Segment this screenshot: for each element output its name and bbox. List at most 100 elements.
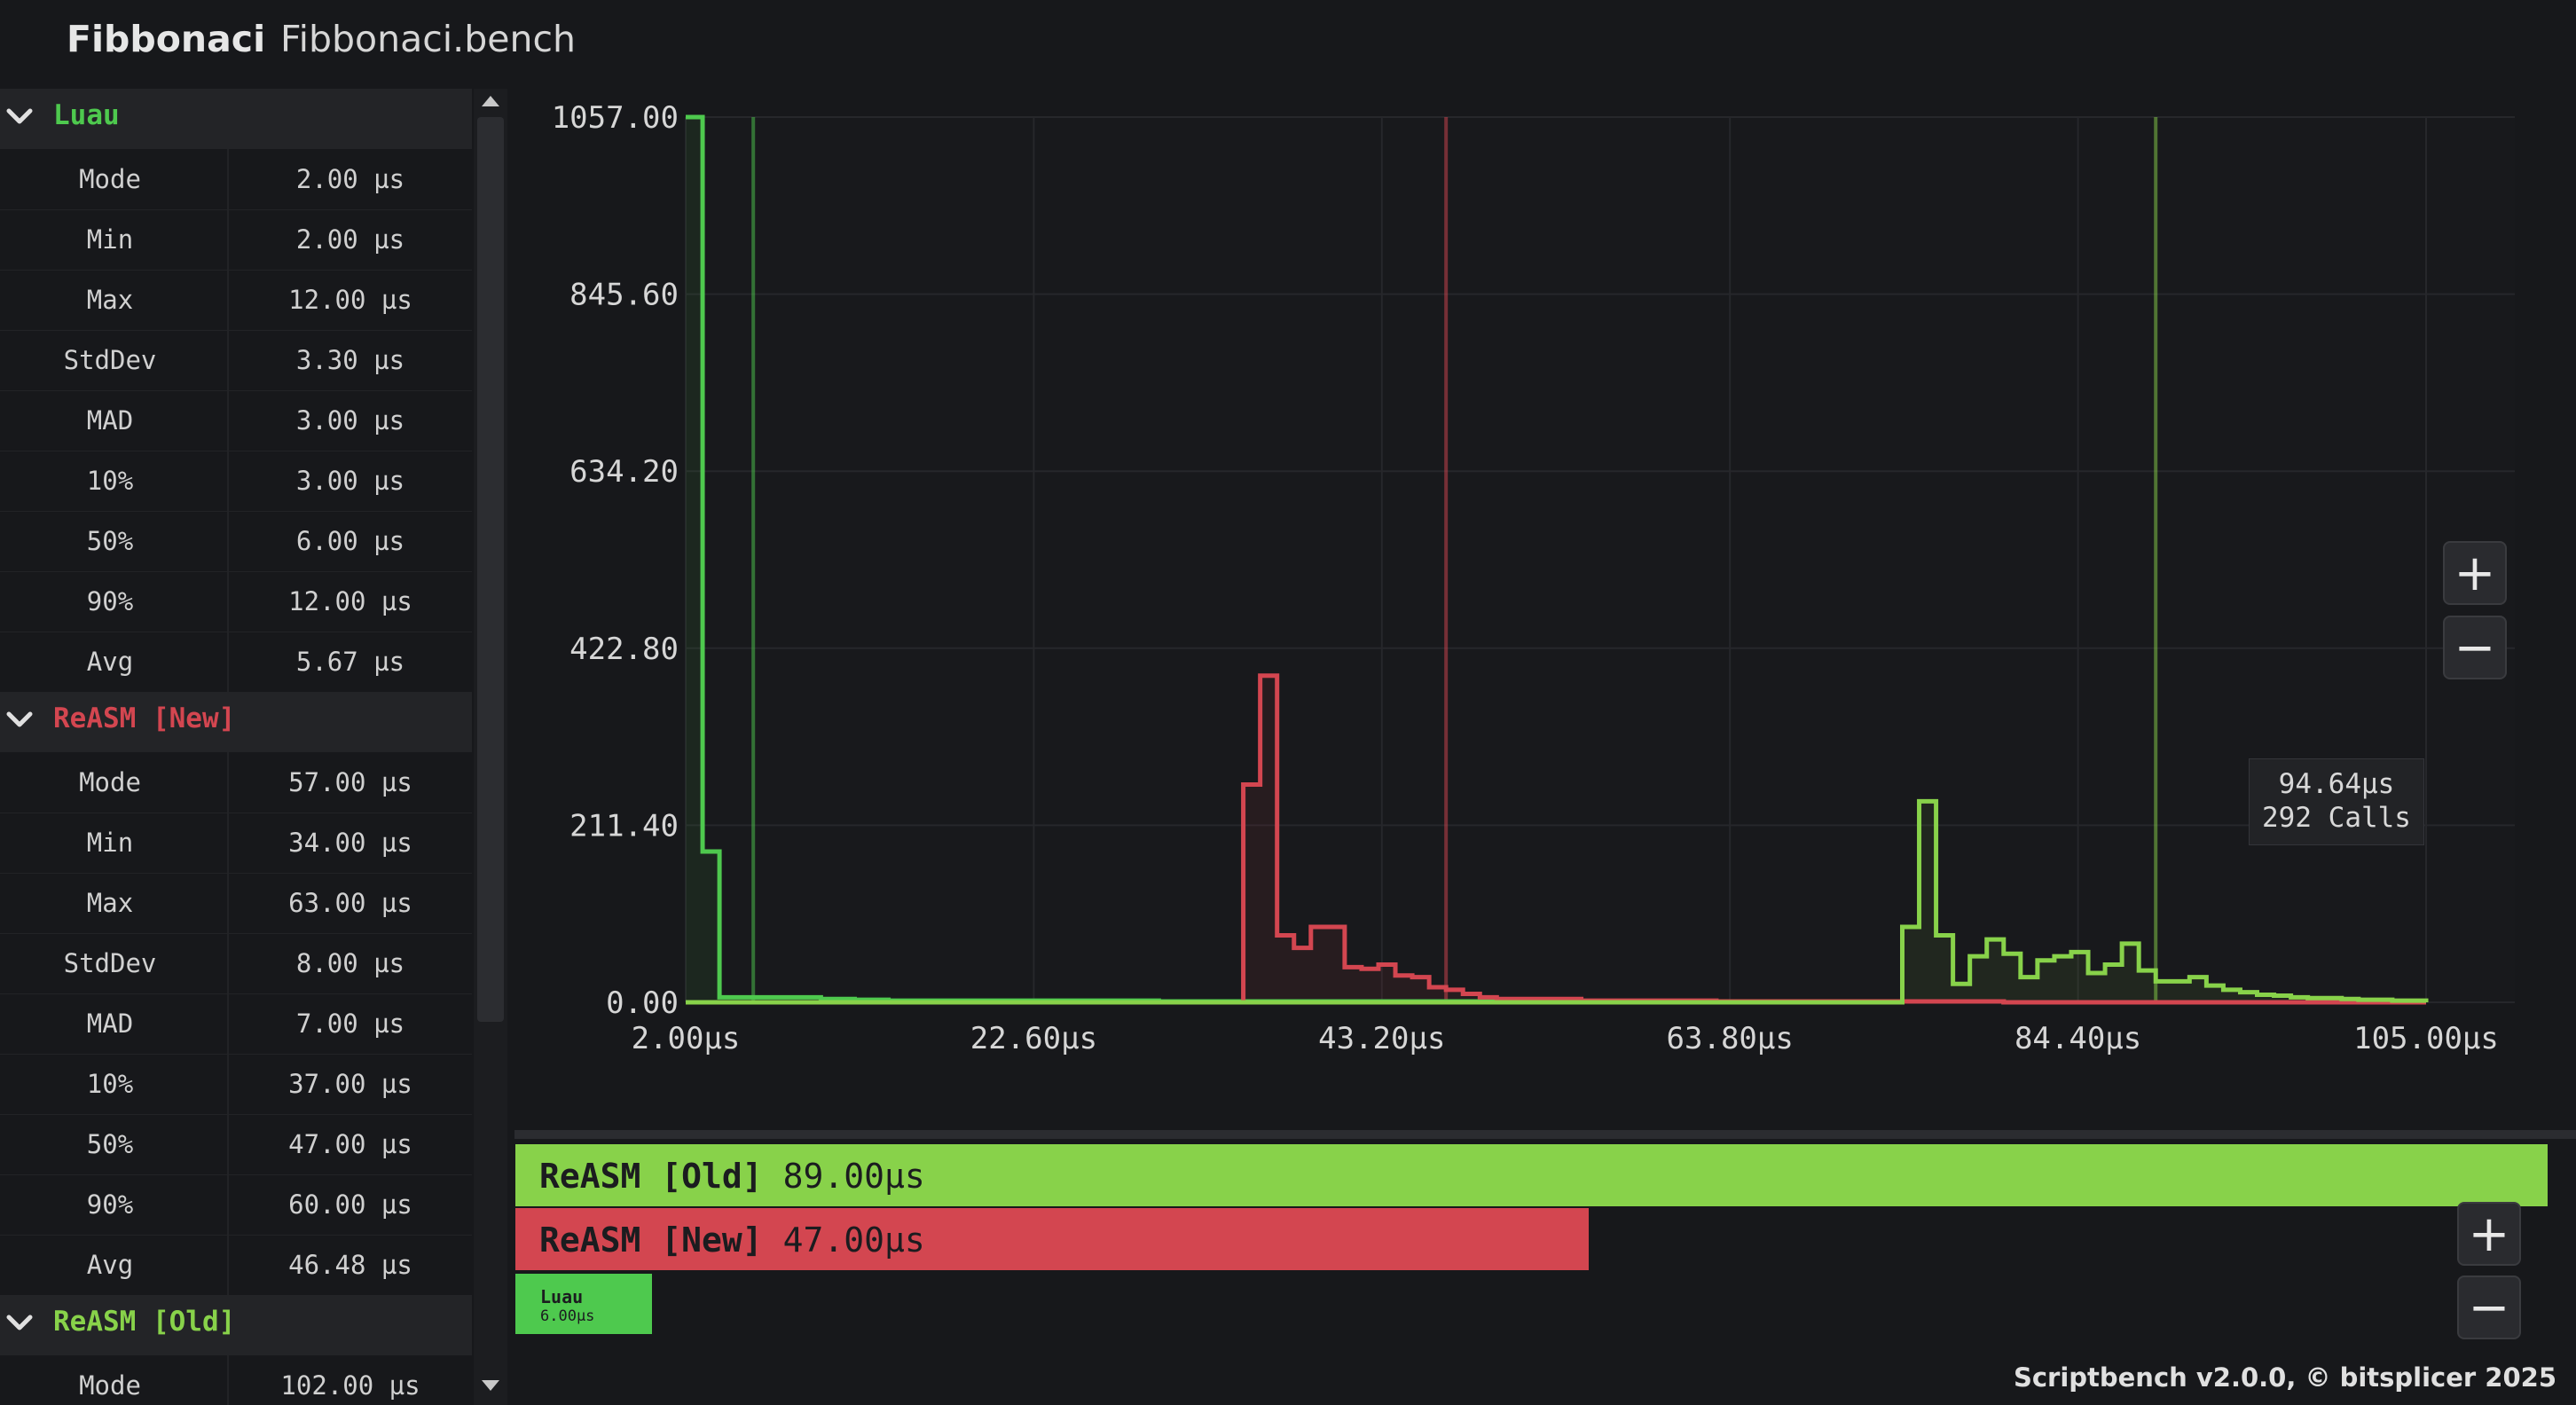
stats-sidebar: Luau Mode 2.00 µs Min 2.00 µs Max 12.00 µs StdD… (0, 89, 472, 1405)
stat-label: 90% (86, 1189, 134, 1220)
bench-name: Fibbonaci (67, 18, 266, 60)
file-name: Fibbonaci.bench (280, 18, 576, 60)
chart-zoom-out-button[interactable]: − (2443, 616, 2507, 679)
chart-tooltip: 94.64µs 292 Calls (2249, 758, 2424, 845)
stat-label: 50% (86, 526, 134, 556)
stat-value: 46.48 µs (288, 1250, 412, 1280)
stat-row: Min 2.00 µs (0, 209, 472, 271)
chevron-down-icon[interactable] (4, 101, 35, 133)
stat-label: 10% (86, 466, 134, 496)
stat-value: 8.00 µs (295, 948, 405, 978)
panel-divider[interactable] (514, 1130, 2576, 1139)
stat-label: MAD (86, 405, 134, 436)
stat-separator (227, 451, 229, 511)
x-tick-label: 2.00µs (632, 1021, 741, 1056)
y-tick-label: 1057.00 (552, 100, 679, 136)
stat-row: Max 12.00 µs (0, 270, 472, 331)
x-tick-label: 63.80µs (1667, 1021, 1794, 1056)
y-tick-label: 422.80 (569, 632, 679, 667)
stat-value: 12.00 µs (288, 586, 412, 616)
stat-separator (227, 209, 229, 270)
chart-zoom-in-button[interactable]: + (2443, 541, 2507, 605)
group-header[interactable]: ReASM [Old] (0, 1295, 472, 1355)
histogram-chart[interactable]: 1057.00 845.60 634.20 422.80 211.40 0.002.00µ… (514, 89, 2576, 1126)
scroll-up-arrow-icon[interactable] (482, 96, 499, 106)
chevron-down-icon[interactable] (4, 704, 35, 736)
y-tick-label: 0.00 (606, 985, 679, 1021)
chevron-down-icon[interactable] (4, 1307, 35, 1339)
stat-separator (227, 571, 229, 632)
stat-label: StdDev (63, 345, 157, 375)
stat-separator (227, 1355, 229, 1405)
stat-value: 2.00 µs (295, 164, 405, 194)
stat-value: 102.00 µs (280, 1370, 420, 1401)
stat-value: 12.00 µs (288, 285, 412, 315)
plot-area (686, 117, 2515, 1002)
y-tick-label: 845.60 (569, 278, 679, 313)
stat-value: 7.00 µs (295, 1009, 405, 1039)
stat-row: Mode 2.00 µs (0, 149, 472, 210)
stat-row: StdDev 8.00 µs (0, 933, 472, 994)
stat-label: 50% (86, 1129, 134, 1159)
stat-value: 3.00 µs (295, 405, 405, 436)
footer-credit: Scriptbench v2.0.0, © bitsplicer 2025 (2013, 1362, 2556, 1393)
comparison-bar-reasm-old[interactable]: ReASM [Old] 89.00µs (515, 1144, 2548, 1206)
comparison-bar-reasm-new[interactable]: ReASM [New] 47.00µs (515, 1208, 1589, 1270)
stat-row: Max 63.00 µs (0, 873, 472, 934)
comparison-bar-luau[interactable]: Luau 6.00µs (515, 1274, 652, 1334)
stat-label: Min (86, 224, 134, 255)
stat-row: MAD 3.00 µs (0, 390, 472, 451)
stat-row: 90% 60.00 µs (0, 1174, 472, 1236)
stat-value: 37.00 µs (288, 1069, 412, 1099)
bar-value: 6.00µs (540, 1307, 595, 1325)
stat-label: Mode (79, 164, 141, 194)
stat-value: 2.00 µs (295, 224, 405, 255)
y-tick-label: 211.40 (569, 808, 679, 844)
stat-label: Avg (86, 1250, 134, 1280)
stat-label: StdDev (63, 948, 157, 978)
group-title: ReASM [Old] (53, 1306, 236, 1338)
x-tick-label: 22.60µs (970, 1021, 1097, 1056)
bars-zoom-out-button[interactable]: − (2457, 1275, 2521, 1339)
stat-label: Avg (86, 647, 134, 677)
tooltip-calls: 292 Calls (2262, 802, 2411, 834)
stat-separator (227, 1114, 229, 1174)
stat-separator (227, 390, 229, 451)
stat-separator (227, 149, 229, 209)
stat-separator (227, 330, 229, 390)
stat-row: Mode 102.00 µs (0, 1355, 472, 1405)
x-tick-label: 84.40µs (2014, 1021, 2141, 1056)
bar-name: ReASM [New] (539, 1221, 763, 1260)
stat-value: 57.00 µs (288, 767, 412, 797)
stat-value: 60.00 µs (288, 1189, 412, 1220)
sidebar-scrollbar[interactable] (474, 89, 507, 1405)
stat-separator (227, 812, 229, 873)
stat-row: Mode 57.00 µs (0, 752, 472, 813)
histogram-panel[interactable]: 1057.00 845.60 634.20 422.80 211.40 0.00 2.00µ… (514, 89, 2576, 1126)
stat-separator (227, 632, 229, 692)
group-header[interactable]: Luau (0, 89, 472, 149)
stat-separator (227, 1054, 229, 1114)
y-tick-label: 634.20 (569, 454, 679, 490)
scroll-thumb[interactable] (477, 117, 504, 1022)
stat-row: StdDev 3.30 µs (0, 330, 472, 391)
stat-row: Avg 46.48 µs (0, 1235, 472, 1296)
group-header[interactable]: ReASM [New] (0, 692, 472, 752)
stat-value: 3.00 µs (295, 466, 405, 496)
bar-value: 89.00µs (782, 1157, 925, 1196)
stat-value: 3.30 µs (295, 345, 405, 375)
group-title: Luau (53, 99, 120, 131)
group-title: ReASM [New] (53, 702, 236, 734)
stat-label: Mode (79, 767, 141, 797)
stat-value: 34.00 µs (288, 828, 412, 858)
stat-label: Max (86, 888, 134, 918)
stat-row: 90% 12.00 µs (0, 571, 472, 632)
stat-separator (227, 873, 229, 933)
scroll-down-arrow-icon[interactable] (482, 1380, 499, 1391)
stat-label: Min (86, 828, 134, 858)
stat-row: Min 34.00 µs (0, 812, 472, 874)
stat-value: 5.67 µs (295, 647, 405, 677)
stat-value: 6.00 µs (295, 526, 405, 556)
bars-zoom-in-button[interactable]: + (2457, 1202, 2521, 1266)
bar-name: Luau (540, 1286, 584, 1307)
